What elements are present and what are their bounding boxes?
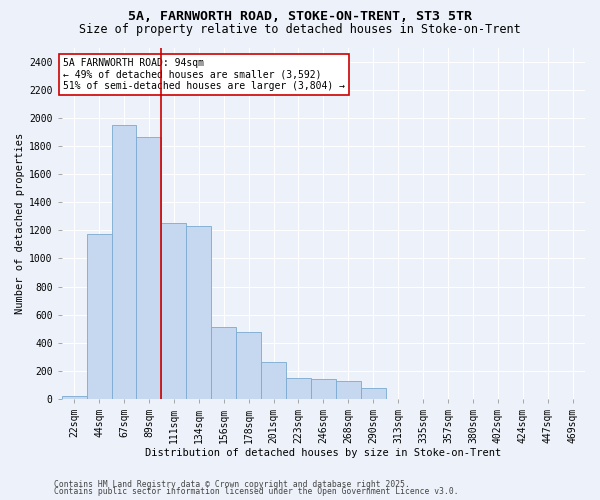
X-axis label: Distribution of detached houses by size in Stoke-on-Trent: Distribution of detached houses by size … (145, 448, 502, 458)
Bar (361, 388, 386, 399)
Bar (161, 224, 186, 399)
Text: 5A FARNWORTH ROAD: 94sqm
← 49% of detached houses are smaller (3,592)
51% of sem: 5A FARNWORTH ROAD: 94sqm ← 49% of detach… (63, 58, 345, 91)
Bar (311, 380, 336, 399)
Text: Contains HM Land Registry data © Crown copyright and database right 2025.: Contains HM Land Registry data © Crown c… (54, 480, 410, 489)
Bar (136, 138, 161, 399)
Bar (112, 125, 136, 399)
Bar (286, 378, 311, 399)
Bar (211, 328, 236, 399)
Bar (62, 396, 86, 399)
Bar (186, 226, 211, 399)
Text: Contains public sector information licensed under the Open Government Licence v3: Contains public sector information licen… (54, 488, 458, 496)
Bar (336, 381, 361, 399)
Bar (86, 234, 112, 399)
Y-axis label: Number of detached properties: Number of detached properties (15, 132, 25, 314)
Text: 5A, FARNWORTH ROAD, STOKE-ON-TRENT, ST3 5TR: 5A, FARNWORTH ROAD, STOKE-ON-TRENT, ST3 … (128, 10, 472, 23)
Bar (261, 362, 286, 399)
Bar (236, 332, 261, 399)
Text: Size of property relative to detached houses in Stoke-on-Trent: Size of property relative to detached ho… (79, 22, 521, 36)
